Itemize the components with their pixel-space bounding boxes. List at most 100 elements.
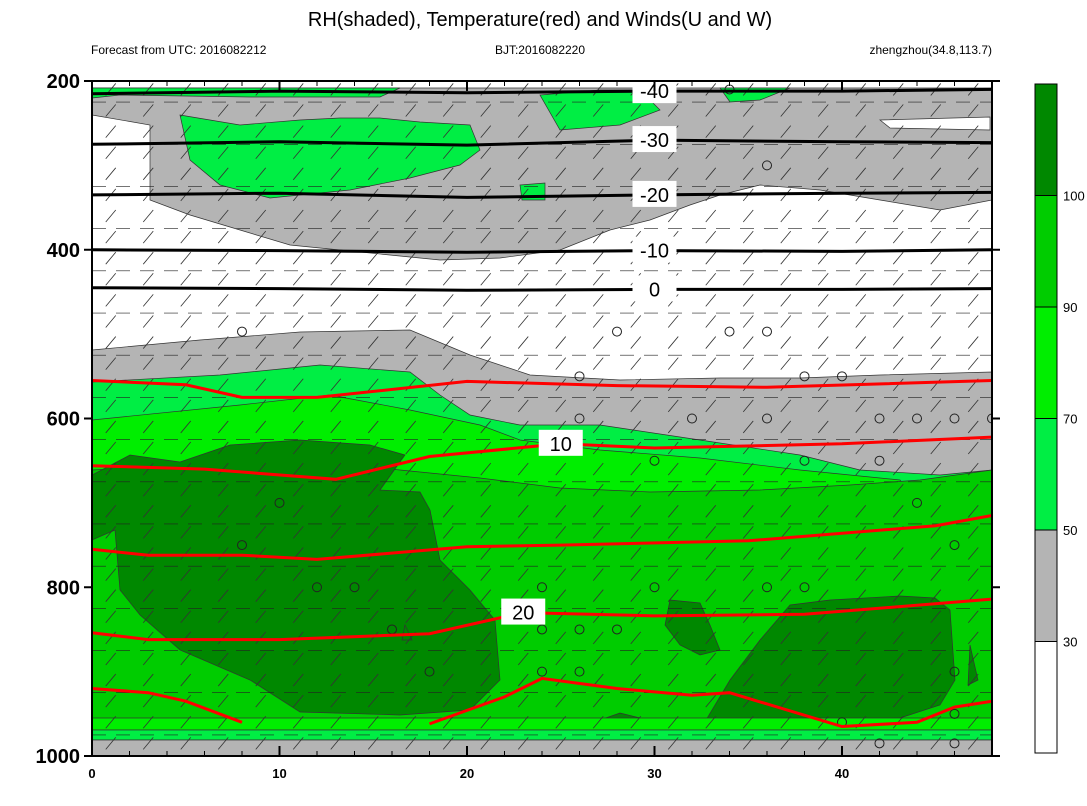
- wind-barb: [930, 610, 942, 624]
- wind-barb: [105, 526, 117, 539]
- wind-barb: [892, 146, 904, 159]
- wind-barb: [180, 125, 192, 138]
- wind-barb: [217, 294, 229, 307]
- calm-wind-marker: [874, 738, 885, 749]
- wind-barb: [367, 715, 379, 729]
- wind-barb: [817, 505, 829, 518]
- wind-barb: [742, 273, 754, 286]
- wind-barb: [217, 673, 229, 687]
- wind-barb: [442, 251, 454, 265]
- wind-barb: [517, 230, 529, 244]
- wind-barb: [930, 505, 942, 518]
- wind-barb: [517, 188, 529, 202]
- wind-barb: [442, 505, 454, 518]
- wind-barb: [555, 483, 567, 497]
- wind-barb: [592, 83, 604, 96]
- wind-barb: [517, 652, 529, 666]
- wind-barb: [405, 336, 417, 349]
- wind-barb: [742, 547, 754, 560]
- wind-barb: [367, 315, 379, 328]
- colorbar-tick-label: 90: [1063, 300, 1077, 315]
- wind-barb: [292, 610, 304, 624]
- temperature-contour: [92, 687, 243, 724]
- wind-barb: [780, 125, 792, 138]
- wind-barb: [892, 167, 904, 181]
- wind-barb: [105, 420, 117, 434]
- wind-barb: [442, 673, 454, 687]
- wind-barb: [892, 336, 904, 349]
- wind-barb: [817, 673, 829, 687]
- wind-barb: [705, 209, 717, 223]
- wind-barb: [367, 104, 379, 117]
- wind-barb: [517, 694, 529, 708]
- wind-barb: [592, 420, 604, 434]
- wind-barb: [967, 399, 979, 413]
- wind-barb: [780, 505, 792, 518]
- wind-barb: [930, 357, 942, 370]
- wind-barb: [630, 673, 642, 687]
- wind-barb: [442, 315, 454, 328]
- wind-barb: [517, 462, 529, 476]
- wind-barb: [180, 568, 192, 581]
- temperature-contour: [92, 435, 992, 481]
- wind-barb: [330, 673, 342, 687]
- wind-barb: [292, 357, 304, 370]
- wind-barb: [255, 737, 267, 750]
- wind-barb: [892, 505, 904, 518]
- calm-wind-marker: [612, 624, 622, 635]
- wind-barb: [667, 209, 679, 223]
- wind-barb: [592, 146, 604, 159]
- wind-barb: [217, 547, 229, 560]
- wind-barb: [442, 441, 454, 455]
- wind-barb: [180, 673, 192, 687]
- wind-barb: [255, 188, 267, 202]
- wind-barb: [217, 737, 229, 750]
- wind-barb: [630, 631, 642, 645]
- wind-barb: [405, 673, 417, 687]
- wind-barb: [105, 315, 117, 328]
- wind-barb: [405, 230, 417, 244]
- wind-barb: [705, 483, 717, 497]
- wind-barb: [330, 589, 342, 602]
- wind-barb: [480, 104, 492, 117]
- wind-barb: [292, 125, 304, 138]
- wind-barb: [517, 315, 529, 328]
- rh-region-dark-green-2: [664, 599, 721, 656]
- wind-barb: [292, 378, 304, 392]
- wind-barb: [555, 631, 567, 645]
- chart-title: RH(shaded), Temperature(red) and Winds(U…: [308, 9, 772, 31]
- wind-barb: [180, 526, 192, 539]
- wind-barb: [967, 483, 979, 497]
- wind-barb: [705, 378, 717, 392]
- wind-barb: [217, 251, 229, 265]
- wind-barb: [405, 146, 417, 159]
- wind-barb: [555, 399, 567, 413]
- wind-barb: [930, 315, 942, 328]
- wind-barb: [705, 547, 717, 560]
- wind-barb: [705, 652, 717, 666]
- wind-barb: [892, 737, 904, 750]
- wind-barb: [142, 610, 154, 624]
- wind-barb: [405, 315, 417, 328]
- wind-barb: [705, 462, 717, 476]
- wind-barb: [292, 146, 304, 159]
- wind-barb: [480, 230, 492, 244]
- wind-barb: [705, 589, 717, 602]
- temperature-contours-layer: [92, 87, 992, 729]
- wind-barb: [592, 505, 604, 518]
- wind-barb: [480, 209, 492, 223]
- wind-barb: [330, 83, 342, 96]
- wind-barb: [442, 462, 454, 476]
- wind-barb: [705, 336, 717, 349]
- calm-wind-marker: [349, 582, 360, 593]
- wind-barb: [142, 399, 154, 413]
- wind-barb: [517, 104, 529, 117]
- wind-barb: [480, 399, 492, 413]
- wind-barb: [405, 104, 417, 117]
- wind-barb: [855, 230, 867, 244]
- wind-barb: [892, 694, 904, 708]
- contour-label-text: -30: [640, 130, 669, 152]
- wind-barb: [630, 420, 642, 434]
- wind-barb: [817, 631, 829, 645]
- calm-wind-marker: [799, 455, 810, 466]
